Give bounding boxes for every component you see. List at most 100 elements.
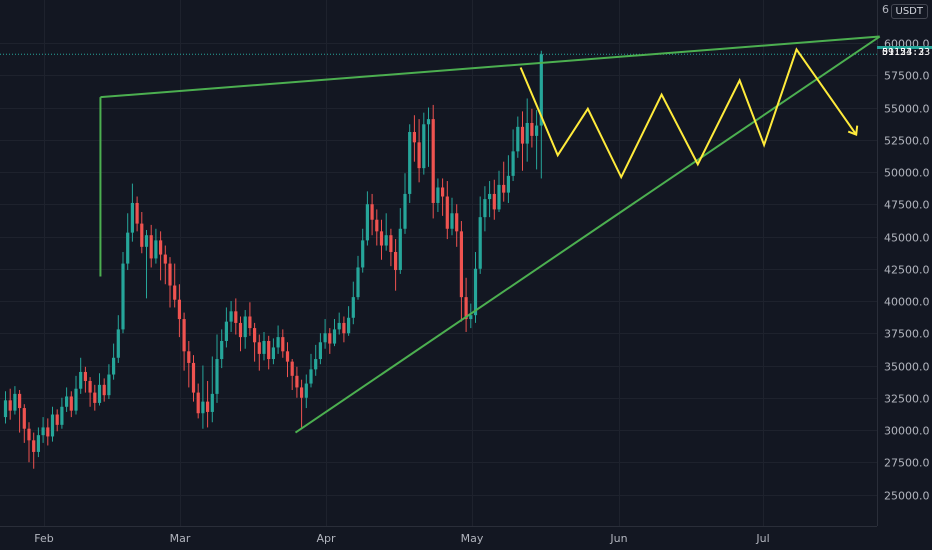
candle <box>191 355 196 402</box>
candle <box>74 375 78 415</box>
candle-body <box>126 232 130 264</box>
candle <box>196 383 200 419</box>
candle-body <box>530 122 534 136</box>
candle <box>300 379 304 429</box>
candle <box>337 312 341 335</box>
candle <box>295 366 299 398</box>
price-tick-label: 47500.0 <box>884 199 930 212</box>
candle <box>206 380 210 428</box>
candle <box>492 179 496 220</box>
candle <box>79 357 83 394</box>
candle <box>248 302 252 336</box>
candle <box>149 224 153 268</box>
candle <box>121 251 125 334</box>
candle <box>488 181 492 218</box>
candle-body <box>32 440 36 452</box>
time-tick-label: May <box>461 532 484 545</box>
candle-body <box>206 401 210 412</box>
candle-body <box>271 347 275 360</box>
candle <box>309 353 313 388</box>
candle <box>417 119 421 183</box>
candle <box>140 211 144 254</box>
candle <box>144 230 149 299</box>
candle-body <box>79 371 83 389</box>
candle <box>50 406 55 442</box>
candle-body <box>351 297 355 318</box>
time-axis[interactable]: Feb Mar Apr May Jun Jul <box>34 532 769 545</box>
candle <box>445 181 449 240</box>
candle-body <box>370 204 374 220</box>
candle-body <box>347 317 351 334</box>
candle-body <box>492 193 496 210</box>
candle-body <box>191 362 196 393</box>
candle <box>365 191 369 246</box>
candle-body <box>154 240 158 259</box>
candle-body <box>408 132 412 194</box>
candle-body <box>173 285 177 300</box>
candle-body <box>50 414 55 437</box>
candle-body <box>262 340 266 354</box>
candle <box>18 390 22 433</box>
candle-body <box>41 427 45 436</box>
candle <box>238 316 243 352</box>
candle-body <box>539 54 543 126</box>
candle <box>478 196 482 274</box>
trendline-support <box>294 35 881 434</box>
candle-body <box>102 384 106 396</box>
candle-body <box>295 375 299 388</box>
candle-body <box>27 428 31 441</box>
candle-body <box>403 193 407 229</box>
candle <box>441 178 445 216</box>
candle <box>224 307 228 348</box>
candle-body <box>182 319 186 352</box>
candle <box>483 186 487 232</box>
candle-body <box>60 406 64 425</box>
candle <box>318 333 322 365</box>
candle-body <box>116 329 120 358</box>
candle <box>130 183 134 242</box>
candle-body <box>168 263 172 286</box>
time-tick-label: Mar <box>170 532 191 545</box>
price-tick-label: 37500.0 <box>884 328 930 341</box>
candle <box>535 110 539 170</box>
candle-body <box>483 199 487 218</box>
candle-body <box>464 297 468 320</box>
candle-body <box>130 202 134 233</box>
candle <box>13 386 17 415</box>
candle-body <box>215 359 219 394</box>
candle <box>97 373 102 406</box>
currency-button[interactable]: USDT <box>890 4 928 19</box>
price-axis-top-label: 6 <box>882 3 889 16</box>
candle-body <box>450 213 454 229</box>
candle-body <box>276 337 280 348</box>
candle <box>398 208 402 274</box>
candle-body <box>93 392 97 403</box>
candle-body <box>323 333 327 343</box>
candle <box>506 155 510 203</box>
candle-body <box>417 142 421 169</box>
candle-body <box>497 184 501 210</box>
candle <box>408 124 412 203</box>
candle-body <box>149 235 153 259</box>
candle <box>332 319 337 347</box>
candle-body <box>210 393 214 412</box>
current-price-tag: 59124.3 01:53:23 <box>877 46 932 58</box>
candle-body <box>502 184 506 193</box>
candle-body <box>187 351 191 363</box>
candle-body <box>361 240 365 268</box>
candle <box>65 387 69 412</box>
candle-body <box>389 235 393 252</box>
candle-body <box>469 315 473 320</box>
candle-body <box>436 187 440 203</box>
candle <box>271 338 275 365</box>
candle <box>511 129 515 182</box>
candle <box>464 277 468 332</box>
price-axis[interactable]: 25000.0 27500.0 30000.0 32500.0 35000.0 37500… <box>884 38 930 503</box>
candle-body <box>520 126 525 144</box>
candle <box>469 303 473 329</box>
price-tick-label: 52500.0 <box>884 135 930 148</box>
candle <box>379 219 384 260</box>
candle-body <box>159 240 163 255</box>
